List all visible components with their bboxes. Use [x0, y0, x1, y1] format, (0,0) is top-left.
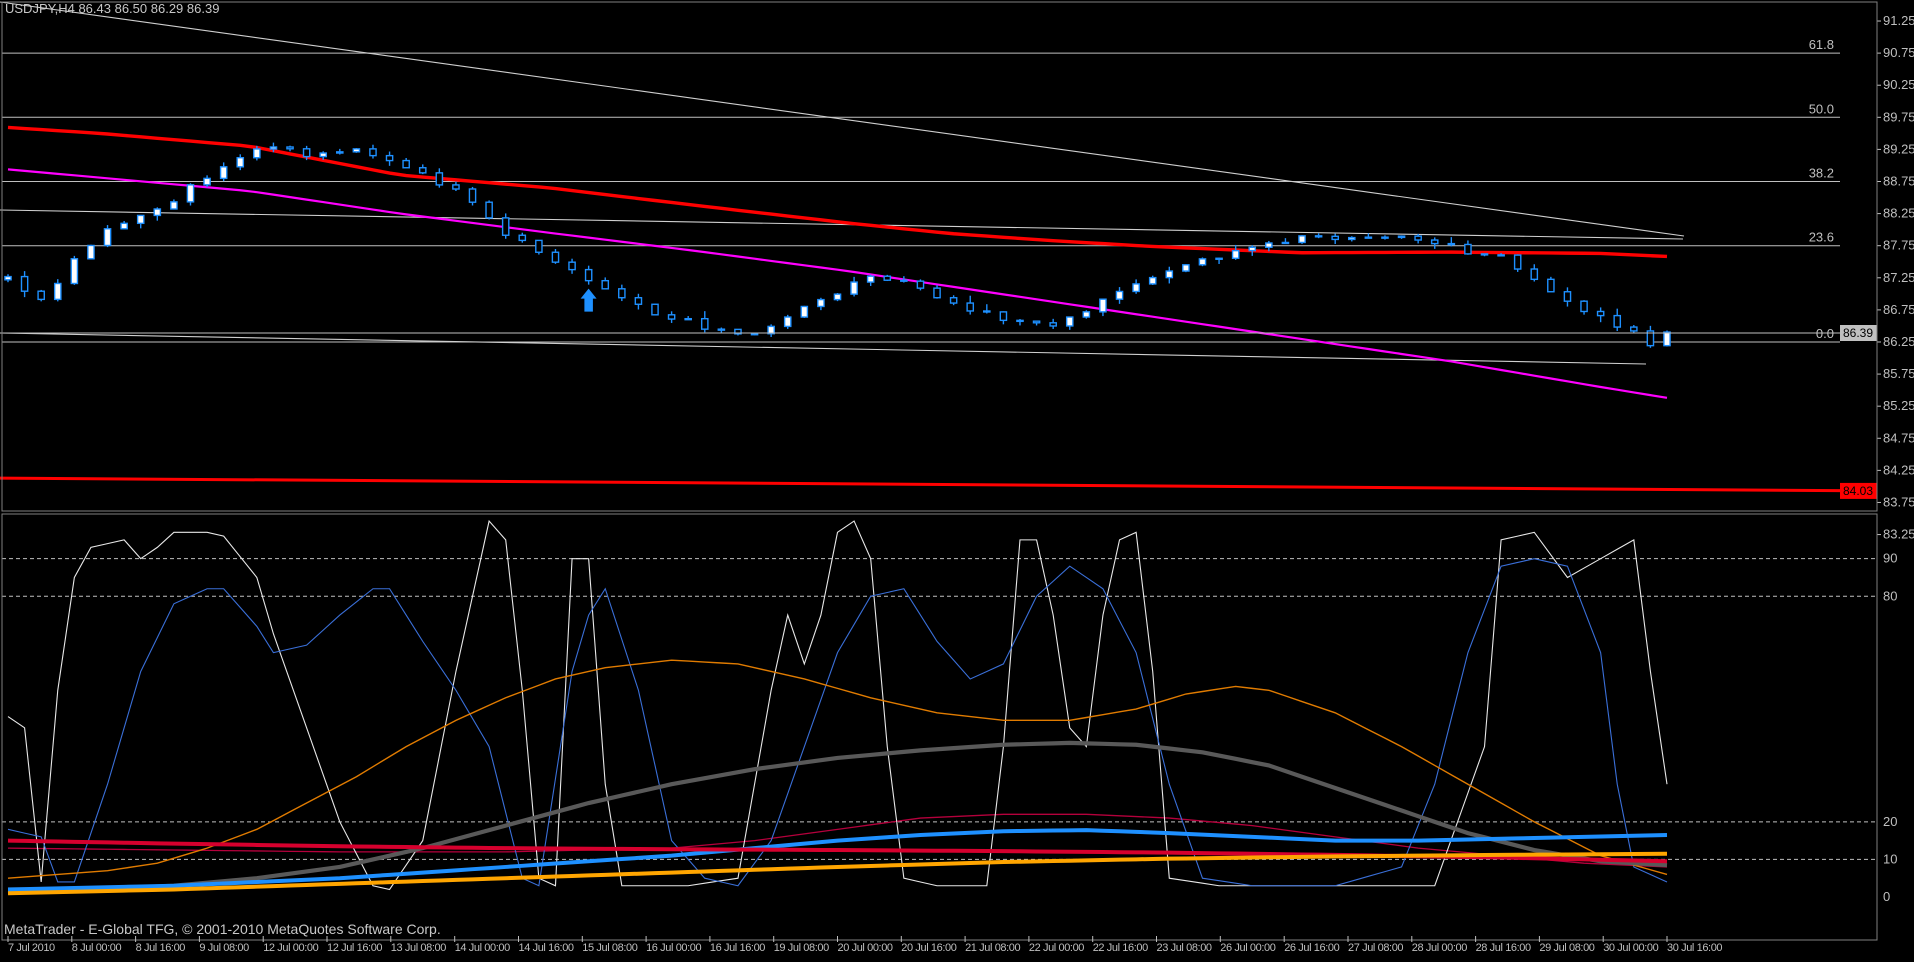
svg-text:85.75: 85.75 [1883, 366, 1914, 381]
svg-text:12 Jul 16:00: 12 Jul 16:00 [327, 942, 382, 954]
svg-text:83.25: 83.25 [1883, 527, 1914, 542]
svg-text:20 Jul 16:00: 20 Jul 16:00 [901, 942, 956, 954]
svg-text:26 Jul 16:00: 26 Jul 16:00 [1284, 942, 1339, 954]
svg-text:10: 10 [1883, 851, 1897, 866]
svg-text:7 Jul 2010: 7 Jul 2010 [8, 942, 55, 954]
svg-text:15 Jul 08:00: 15 Jul 08:00 [582, 942, 637, 954]
svg-text:90.75: 90.75 [1883, 45, 1914, 60]
svg-text:23 Jul 08:00: 23 Jul 08:00 [1157, 942, 1212, 954]
svg-text:86.25: 86.25 [1883, 334, 1914, 349]
svg-text:85.25: 85.25 [1883, 398, 1914, 413]
svg-text:23.6: 23.6 [1809, 230, 1834, 245]
svg-text:38.2: 38.2 [1809, 166, 1834, 181]
svg-text:9 Jul 08:00: 9 Jul 08:00 [199, 942, 249, 954]
svg-text:20: 20 [1883, 814, 1897, 829]
svg-text:14 Jul 00:00: 14 Jul 00:00 [455, 942, 510, 954]
svg-text:30 Jul 16:00: 30 Jul 16:00 [1667, 942, 1722, 954]
svg-text:14 Jul 16:00: 14 Jul 16:00 [519, 942, 574, 954]
svg-text:27 Jul 08:00: 27 Jul 08:00 [1348, 942, 1403, 954]
svg-text:22 Jul 00:00: 22 Jul 00:00 [1029, 942, 1084, 954]
svg-text:90: 90 [1883, 551, 1897, 566]
svg-text:12 Jul 00:00: 12 Jul 00:00 [263, 942, 318, 954]
svg-text:28 Jul 16:00: 28 Jul 16:00 [1476, 942, 1531, 954]
svg-text:88.25: 88.25 [1883, 206, 1914, 221]
svg-text:MetaTrader - E-Global TFG, © 2: MetaTrader - E-Global TFG, © 2001-2010 M… [4, 921, 441, 937]
svg-text:26 Jul 00:00: 26 Jul 00:00 [1220, 942, 1275, 954]
svg-text:84.03: 84.03 [1843, 484, 1873, 498]
svg-text:88.75: 88.75 [1883, 174, 1914, 189]
svg-text:21 Jul 08:00: 21 Jul 08:00 [965, 942, 1020, 954]
svg-text:29 Jul 08:00: 29 Jul 08:00 [1539, 942, 1594, 954]
svg-text:90.25: 90.25 [1883, 77, 1914, 92]
svg-text:83.75: 83.75 [1883, 494, 1914, 509]
svg-text:87.25: 87.25 [1883, 270, 1914, 285]
svg-text:0: 0 [1883, 889, 1890, 904]
svg-text:16 Jul 00:00: 16 Jul 00:00 [646, 942, 701, 954]
svg-text:30 Jul 00:00: 30 Jul 00:00 [1603, 942, 1658, 954]
svg-text:28 Jul 00:00: 28 Jul 00:00 [1412, 942, 1467, 954]
svg-text:86.75: 86.75 [1883, 302, 1914, 317]
svg-text:USDJPY,H4 86.43 86.50 86.29 8: USDJPY,H4 86.43 86.50 86.29 86.39 [5, 1, 219, 16]
svg-text:8 Jul 00:00: 8 Jul 00:00 [72, 942, 122, 954]
svg-text:8 Jul 16:00: 8 Jul 16:00 [136, 942, 186, 954]
svg-text:19 Jul 08:00: 19 Jul 08:00 [774, 942, 829, 954]
svg-text:20 Jul 00:00: 20 Jul 00:00 [838, 942, 893, 954]
svg-text:87.75: 87.75 [1883, 238, 1914, 253]
svg-text:22 Jul 16:00: 22 Jul 16:00 [1093, 942, 1148, 954]
svg-text:84.75: 84.75 [1883, 430, 1914, 445]
svg-text:86.39: 86.39 [1843, 326, 1873, 340]
svg-text:84.25: 84.25 [1883, 462, 1914, 477]
svg-text:13 Jul 08:00: 13 Jul 08:00 [391, 942, 446, 954]
svg-text:91.25: 91.25 [1883, 13, 1914, 28]
svg-text:80: 80 [1883, 588, 1897, 603]
svg-text:61.8: 61.8 [1809, 37, 1834, 52]
svg-text:16 Jul 16:00: 16 Jul 16:00 [710, 942, 765, 954]
svg-text:89.75: 89.75 [1883, 109, 1914, 124]
svg-text:89.25: 89.25 [1883, 141, 1914, 156]
svg-text:50.0: 50.0 [1809, 101, 1834, 116]
